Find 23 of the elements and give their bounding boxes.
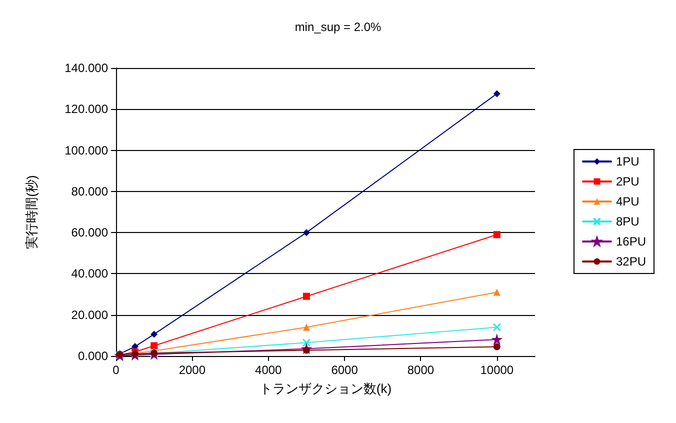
y-tick-label: 40.000 [71,266,108,281]
x-tick-label: 6000 [331,363,358,377]
x-tick-label: 2000 [178,363,206,377]
legend-label: 4PU [616,194,640,208]
x-tick-label: 8000 [407,363,434,377]
y-tick-label: 120.000 [64,102,108,116]
y-tick-label: 60.000 [71,226,108,240]
legend-label: 1PU [616,154,640,168]
y-tick-label: 140.000 [64,61,108,75]
x-tick-label: 0 [112,363,120,377]
x-tick-label: 10000 [480,363,514,377]
y-tick-label: 20.000 [71,308,108,322]
y-axis-title: 実行時間(秒) [24,175,39,249]
x-tick-label: 4000 [255,363,282,377]
y-tick-label: 0.000 [78,349,108,363]
legend-label: 8PU [616,214,640,228]
y-tick-label: 100.000 [64,143,108,158]
legend-label: 2PU [616,174,640,188]
y-tick-label: 80.000 [71,184,108,198]
legend-label: 16PU [616,234,646,248]
x-axis-title: トランザクション数(k) [259,381,392,396]
chart-title: min_sup = 2.0% [294,20,382,34]
legend-label: 32PU [616,254,646,268]
